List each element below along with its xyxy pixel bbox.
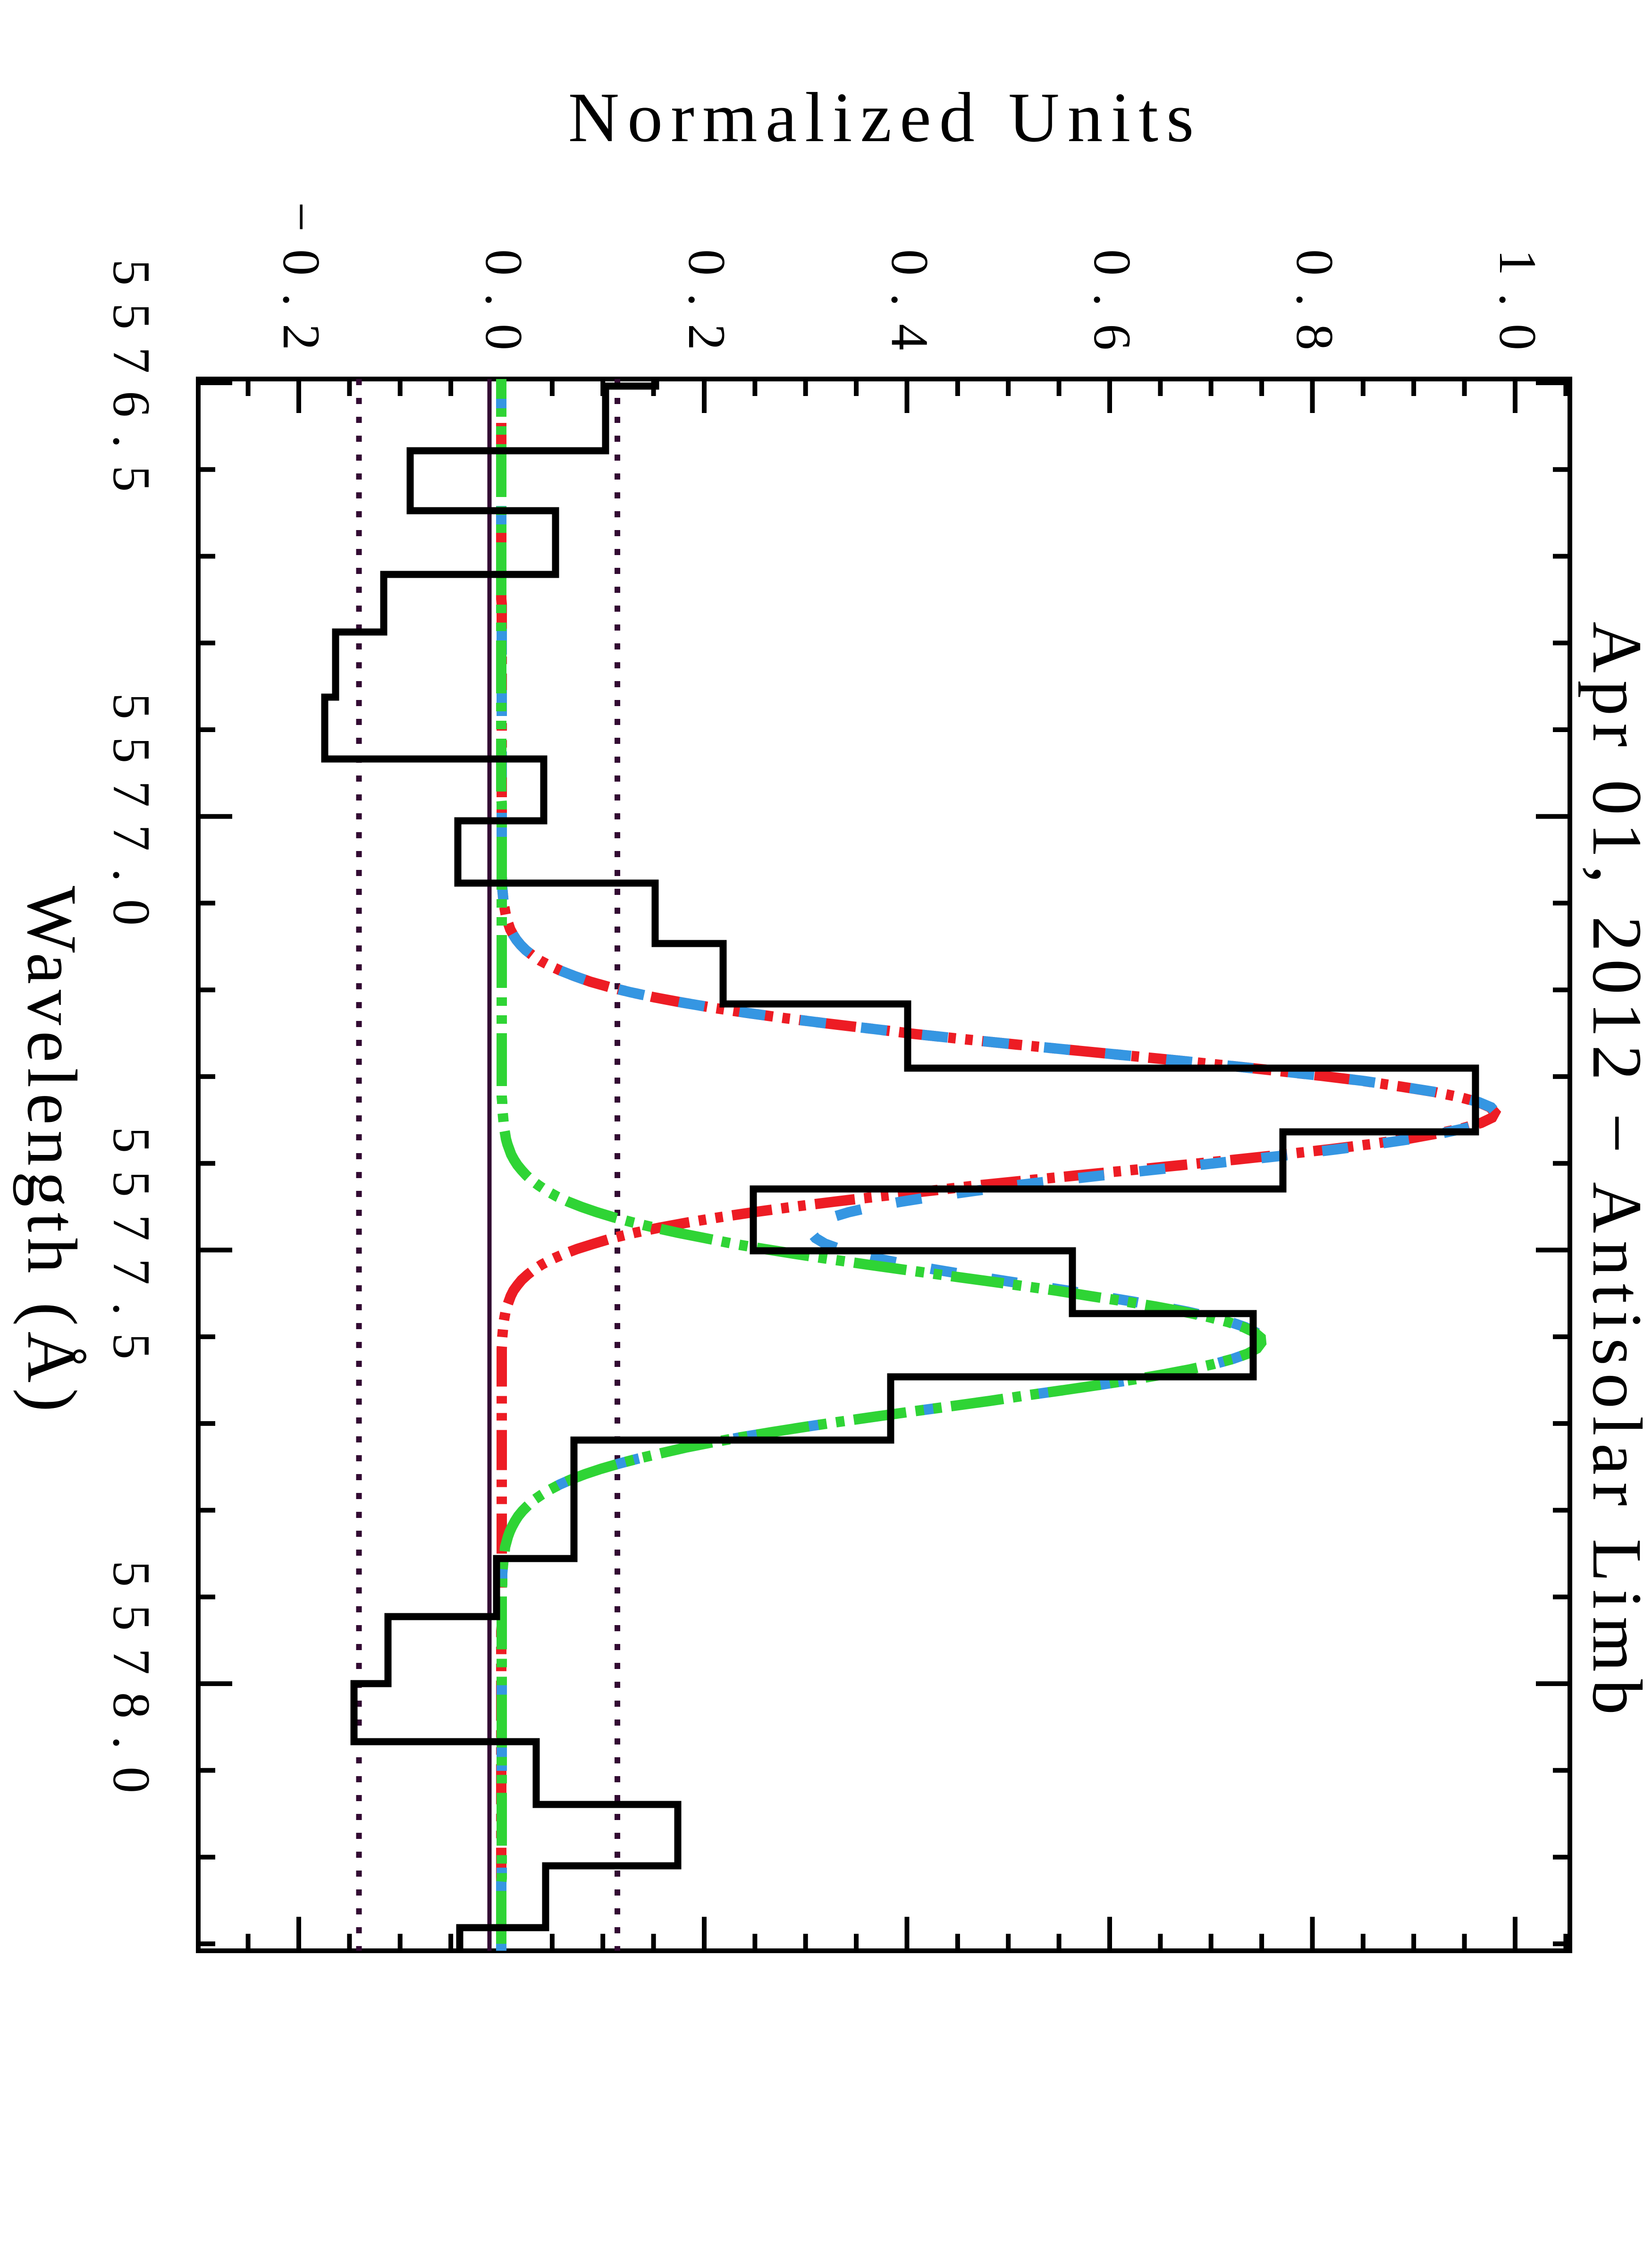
svg-text:1.0: 1.0 [1488, 249, 1547, 368]
svg-text:Apr 01, 2012 − Antisolar Limb: Apr 01, 2012 − Antisolar Limb [1578, 622, 1652, 1722]
svg-text:5577.0: 5577.0 [102, 693, 160, 943]
svg-text:5578.0: 5578.0 [102, 1560, 160, 1811]
svg-text:0.0: 0.0 [474, 249, 533, 368]
svg-text:0.4: 0.4 [880, 249, 939, 368]
svg-text:0.8: 0.8 [1285, 249, 1344, 368]
svg-text:5576.5: 5576.5 [102, 259, 160, 509]
svg-text:−0.2: −0.2 [272, 202, 330, 368]
svg-text:Normalized Units: Normalized Units [568, 78, 1202, 157]
svg-text:Wavelength (Å): Wavelength (Å) [13, 886, 91, 1417]
svg-text:0.6: 0.6 [1083, 249, 1141, 368]
svg-text:0.2: 0.2 [677, 249, 736, 368]
svg-text:5577.5: 5577.5 [102, 1127, 160, 1377]
